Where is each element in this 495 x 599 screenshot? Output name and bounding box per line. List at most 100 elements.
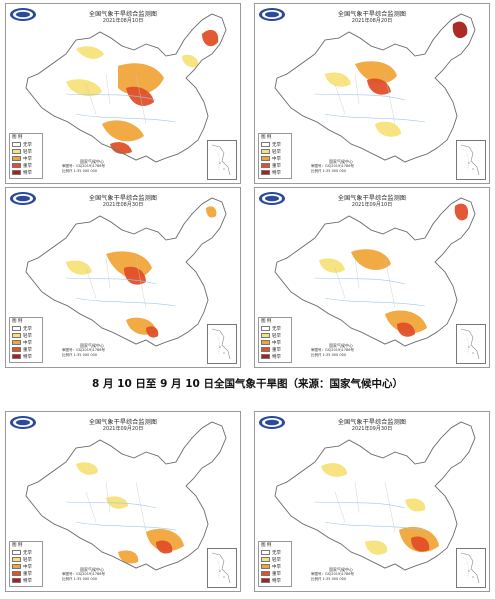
legend-swatch bbox=[12, 347, 21, 352]
legend-label: 无旱 bbox=[23, 326, 32, 332]
legend-label: 轻旱 bbox=[272, 557, 281, 563]
credit-approval: 审图号：GS(2019)1786号 bbox=[311, 164, 354, 168]
legend-swatch bbox=[12, 340, 21, 345]
legend-item: 中旱 bbox=[261, 563, 289, 570]
map-credit: 国家气候中心 审图号：GS(2019)1786号 比例尺 1:35 000 00… bbox=[311, 159, 371, 174]
drought-area bbox=[355, 61, 397, 84]
legend-swatch bbox=[261, 142, 270, 147]
legend-swatch bbox=[261, 163, 270, 168]
drought-area bbox=[118, 63, 164, 95]
legend-item: 重旱 bbox=[261, 162, 289, 169]
legend-item: 轻旱 bbox=[261, 556, 289, 563]
drought-area bbox=[454, 203, 469, 221]
legend-swatch bbox=[261, 578, 270, 583]
drought-area bbox=[202, 29, 219, 47]
drought-area bbox=[385, 310, 427, 334]
credit-org: 国家气候中心 bbox=[80, 566, 104, 572]
map-credit: 国家气候中心 审图号：GS(2019)1786号 比例尺 1:35 000 00… bbox=[311, 567, 371, 582]
china-drought-map bbox=[25, 197, 227, 347]
legend-swatch bbox=[261, 170, 270, 175]
legend-label: 无旱 bbox=[23, 550, 32, 556]
legend-title: 图 例 bbox=[12, 543, 23, 548]
legend-swatch bbox=[12, 550, 21, 555]
legend-label: 中旱 bbox=[23, 340, 32, 346]
map-legend: 图 例 无旱 轻旱 中旱 重旱 bbox=[258, 541, 292, 587]
legend-item: 轻旱 bbox=[12, 148, 40, 155]
legend-item: 特旱 bbox=[261, 577, 289, 584]
legend-swatch bbox=[261, 326, 270, 331]
map-credit: 国家气候中心 审图号：GS(2019)1786号 比例尺 1:35 000 00… bbox=[62, 343, 122, 358]
legend-swatch bbox=[12, 142, 21, 147]
legend-swatch bbox=[261, 564, 270, 569]
cma-logo-icon bbox=[259, 8, 285, 21]
legend-item: 中旱 bbox=[12, 339, 40, 346]
legend-swatch bbox=[261, 340, 270, 345]
legend-item: 重旱 bbox=[12, 346, 40, 353]
panel-title: 全国气象干旱综合监测图 bbox=[337, 11, 407, 18]
panel-date: 2021年08月10日 bbox=[102, 18, 144, 24]
legend-title: 图 例 bbox=[261, 543, 272, 548]
drought-area bbox=[66, 260, 92, 275]
legend-swatch bbox=[261, 550, 270, 555]
drought-map-panel: 全国气象干旱综合监测图 2021年08月10日 图 例 无旱 轻旱 中旱 bbox=[5, 3, 241, 184]
china-drought-map bbox=[25, 421, 227, 571]
panel-title: 全国气象干旱综合监测图 bbox=[88, 11, 158, 18]
legend-label: 无旱 bbox=[23, 142, 32, 148]
legend-label: 中旱 bbox=[23, 564, 32, 570]
drought-area bbox=[365, 540, 388, 555]
credit-scale: 比例尺 1:35 000 000 bbox=[62, 168, 98, 173]
legend-label: 轻旱 bbox=[272, 149, 281, 155]
legend-item: 重旱 bbox=[12, 162, 40, 169]
china-drought-map bbox=[274, 421, 476, 571]
cma-logo-icon bbox=[10, 416, 36, 429]
credit-approval: 审图号：GS(2019)1786号 bbox=[62, 164, 105, 168]
legend-swatch bbox=[261, 347, 270, 352]
credit-approval: 审图号：GS(2019)1786号 bbox=[311, 572, 354, 576]
legend-swatch bbox=[261, 571, 270, 576]
legend-label: 特旱 bbox=[23, 170, 32, 176]
drought-area bbox=[76, 462, 98, 475]
legend-swatch bbox=[261, 354, 270, 359]
legend-swatch bbox=[261, 149, 270, 154]
legend-item: 特旱 bbox=[261, 353, 289, 360]
south-china-sea-inset bbox=[207, 548, 237, 588]
drought-area bbox=[146, 528, 184, 552]
drought-area bbox=[367, 78, 391, 95]
map-credit: 国家气候中心 审图号：GS(2019)1786号 比例尺 1:35 000 00… bbox=[311, 343, 371, 358]
legend-item: 轻旱 bbox=[12, 332, 40, 339]
credit-scale: 比例尺 1:35 000 000 bbox=[311, 576, 347, 581]
drought-area bbox=[118, 550, 139, 564]
legend-item: 无旱 bbox=[261, 549, 289, 556]
credit-scale: 比例尺 1:35 000 000 bbox=[62, 576, 98, 581]
figure-caption: 8 月 10 日至 9 月 10 日全国气象干旱图（来源：国家气候中心） bbox=[92, 378, 403, 390]
credit-approval: 审图号：GS(2019)1786号 bbox=[311, 348, 354, 352]
cma-logo-icon bbox=[259, 192, 285, 205]
legend-item: 轻旱 bbox=[261, 148, 289, 155]
south-china-sea-inset bbox=[207, 324, 237, 364]
legend-item: 中旱 bbox=[261, 339, 289, 346]
legend-item: 重旱 bbox=[12, 570, 40, 577]
legend-title: 图 例 bbox=[261, 135, 272, 140]
legend-swatch bbox=[12, 571, 21, 576]
drought-area bbox=[76, 46, 104, 59]
drought-area bbox=[206, 206, 217, 218]
drought-area bbox=[405, 498, 426, 512]
legend-item: 特旱 bbox=[261, 169, 289, 176]
legend-swatch bbox=[261, 557, 270, 562]
panel-date: 2021年08月30日 bbox=[102, 202, 144, 208]
legend-swatch bbox=[12, 333, 21, 338]
legend-label: 重旱 bbox=[272, 347, 281, 353]
drought-area bbox=[375, 121, 401, 137]
credit-scale: 比例尺 1:35 000 000 bbox=[62, 352, 98, 357]
legend-label: 重旱 bbox=[272, 571, 281, 577]
legend-label: 无旱 bbox=[272, 326, 281, 332]
legend-item: 无旱 bbox=[12, 549, 40, 556]
drought-area bbox=[182, 54, 199, 68]
legend-label: 中旱 bbox=[272, 340, 281, 346]
legend-label: 轻旱 bbox=[23, 557, 32, 563]
legend-item: 中旱 bbox=[261, 155, 289, 162]
map-legend: 图 例 无旱 轻旱 中旱 重旱 bbox=[9, 133, 43, 179]
drought-map-panel: 全国气象干旱综合监测图 2021年09月30日 图 例 无旱 轻旱 中旱 bbox=[254, 411, 490, 592]
legend-swatch bbox=[12, 326, 21, 331]
legend-item: 轻旱 bbox=[261, 332, 289, 339]
